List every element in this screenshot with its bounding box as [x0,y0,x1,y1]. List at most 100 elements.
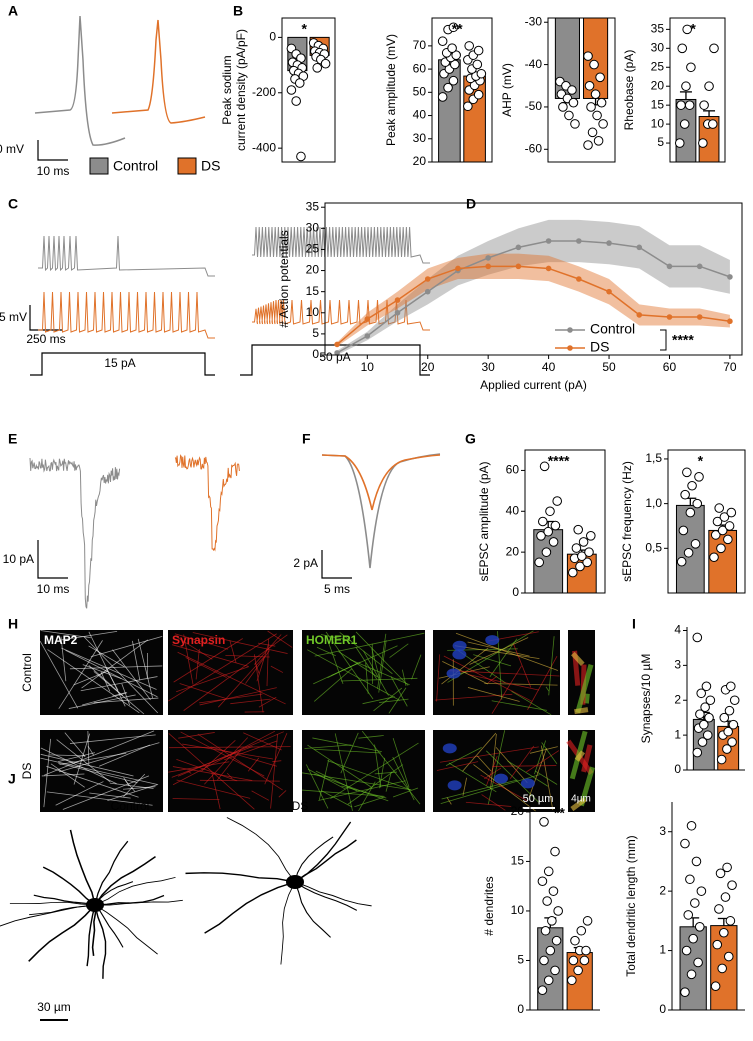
x-tick-label: 10 [361,360,375,374]
significance: * [302,21,308,37]
neurite [201,740,236,772]
neurite [325,631,374,700]
data-point [538,516,548,527]
y-tick-label: 0 [512,585,519,599]
data-point [463,101,473,112]
neurite [320,634,352,642]
data-point [564,110,574,121]
neurite [182,743,274,760]
neurite [374,744,382,788]
y-tick-label: 3 [659,824,666,838]
data-point [451,50,461,60]
neurite [82,664,122,680]
y-tick-label: 15 [651,97,665,111]
neurite [442,661,489,685]
marker [696,314,703,320]
data-point [692,747,703,758]
bracket [660,329,667,351]
neurite [176,779,251,799]
neurite [183,634,194,685]
data-point [579,955,590,966]
y-axis-label: # Action potentials [277,230,291,327]
scale-label: 15 pA [104,356,135,370]
marker [334,341,340,348]
y-tick-label: -200 [252,85,276,99]
dendrite [94,840,129,906]
neurite [545,686,550,692]
y-tick-label: -50 [525,99,543,113]
dendrite [33,894,96,906]
neurite [278,790,287,798]
data-point [534,557,545,568]
data-point [545,945,556,956]
neurite [321,790,353,808]
data-point [286,85,297,95]
data-point [571,543,582,553]
data-point [685,507,696,518]
legend-marker [567,345,573,351]
dendrite [226,817,296,883]
legend-swatch [89,157,109,175]
scale-label: 10 ms [37,582,70,596]
neurite [313,773,389,802]
nucleus [452,649,467,660]
trace [252,226,430,264]
y-tick-label: 30 [651,40,665,54]
neurite [81,639,149,689]
dendrite [294,881,358,911]
data-point [715,868,726,879]
neurite [473,764,536,812]
neurite [192,632,288,654]
data-point [567,975,577,986]
neurite [489,638,518,678]
data-point [709,552,719,563]
line [336,240,731,354]
frame [547,17,616,163]
data-point [539,955,549,966]
data-point [550,520,561,531]
significance: ** [452,21,463,37]
panel-label: G [465,431,476,447]
neurite [476,755,492,772]
nucleus [447,780,462,791]
scale-bar [37,140,68,161]
data-point [729,695,740,706]
neurite [90,636,163,658]
neurite [177,651,286,705]
neurite [439,746,539,763]
neurite [570,797,587,812]
neurite [355,631,409,686]
legend-label: DS [590,339,609,355]
data-point [598,119,608,129]
data-point [696,688,707,699]
neurite [99,744,151,767]
marker [394,297,401,303]
y-tick-label: 40 [413,108,427,122]
data-point [719,712,730,723]
neurite [526,750,560,773]
data-point [728,719,739,730]
data-point [577,551,587,562]
y-tick-label: 1 [674,727,681,741]
trace [29,457,121,609]
frame [667,449,746,594]
data-point [688,933,698,944]
title: Control [111,799,150,813]
data-point [539,817,549,827]
dendrite [294,836,334,883]
neurite [172,730,276,786]
neurite [307,649,401,701]
neurite [267,630,293,648]
neurite [436,761,479,771]
title: DS [292,799,309,813]
marker [485,263,491,270]
neurite [339,632,393,675]
y-tick-label: 0 [674,762,681,776]
neurite [365,662,369,694]
frame [324,202,743,356]
y-axis-label: # dendrites [482,876,496,935]
neurite [230,698,271,705]
data-point [676,556,687,567]
neurite [338,651,378,678]
dendrite [94,904,124,948]
